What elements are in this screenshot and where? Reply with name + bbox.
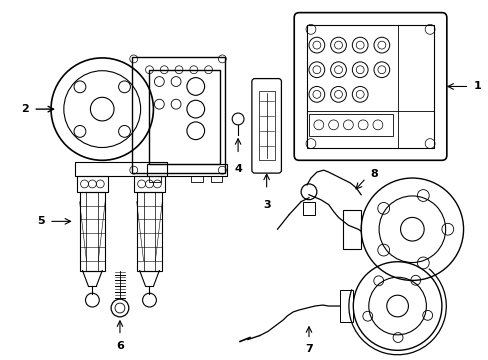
Bar	[258, 91, 274, 160]
Bar	[131, 57, 225, 173]
Bar	[149, 70, 220, 164]
Text: 2: 2	[20, 104, 28, 114]
Text: 7: 7	[305, 345, 312, 355]
Text: 3: 3	[263, 200, 270, 210]
Bar	[343, 210, 361, 249]
Bar	[303, 202, 314, 215]
Text: 5: 5	[38, 216, 45, 226]
Bar	[133, 176, 165, 192]
Bar	[397, 26, 433, 148]
Bar	[75, 162, 167, 176]
Bar	[80, 192, 105, 271]
Bar	[210, 176, 222, 182]
Bar	[149, 176, 161, 182]
Bar	[77, 176, 108, 192]
Bar	[306, 26, 433, 148]
Bar	[146, 164, 227, 176]
Text: 6: 6	[116, 342, 123, 351]
Text: 4: 4	[234, 164, 242, 174]
Bar	[137, 192, 162, 271]
Text: 8: 8	[369, 169, 377, 179]
Bar	[308, 114, 392, 136]
Bar	[190, 176, 202, 182]
Text: 1: 1	[472, 81, 480, 91]
Bar	[339, 290, 352, 322]
